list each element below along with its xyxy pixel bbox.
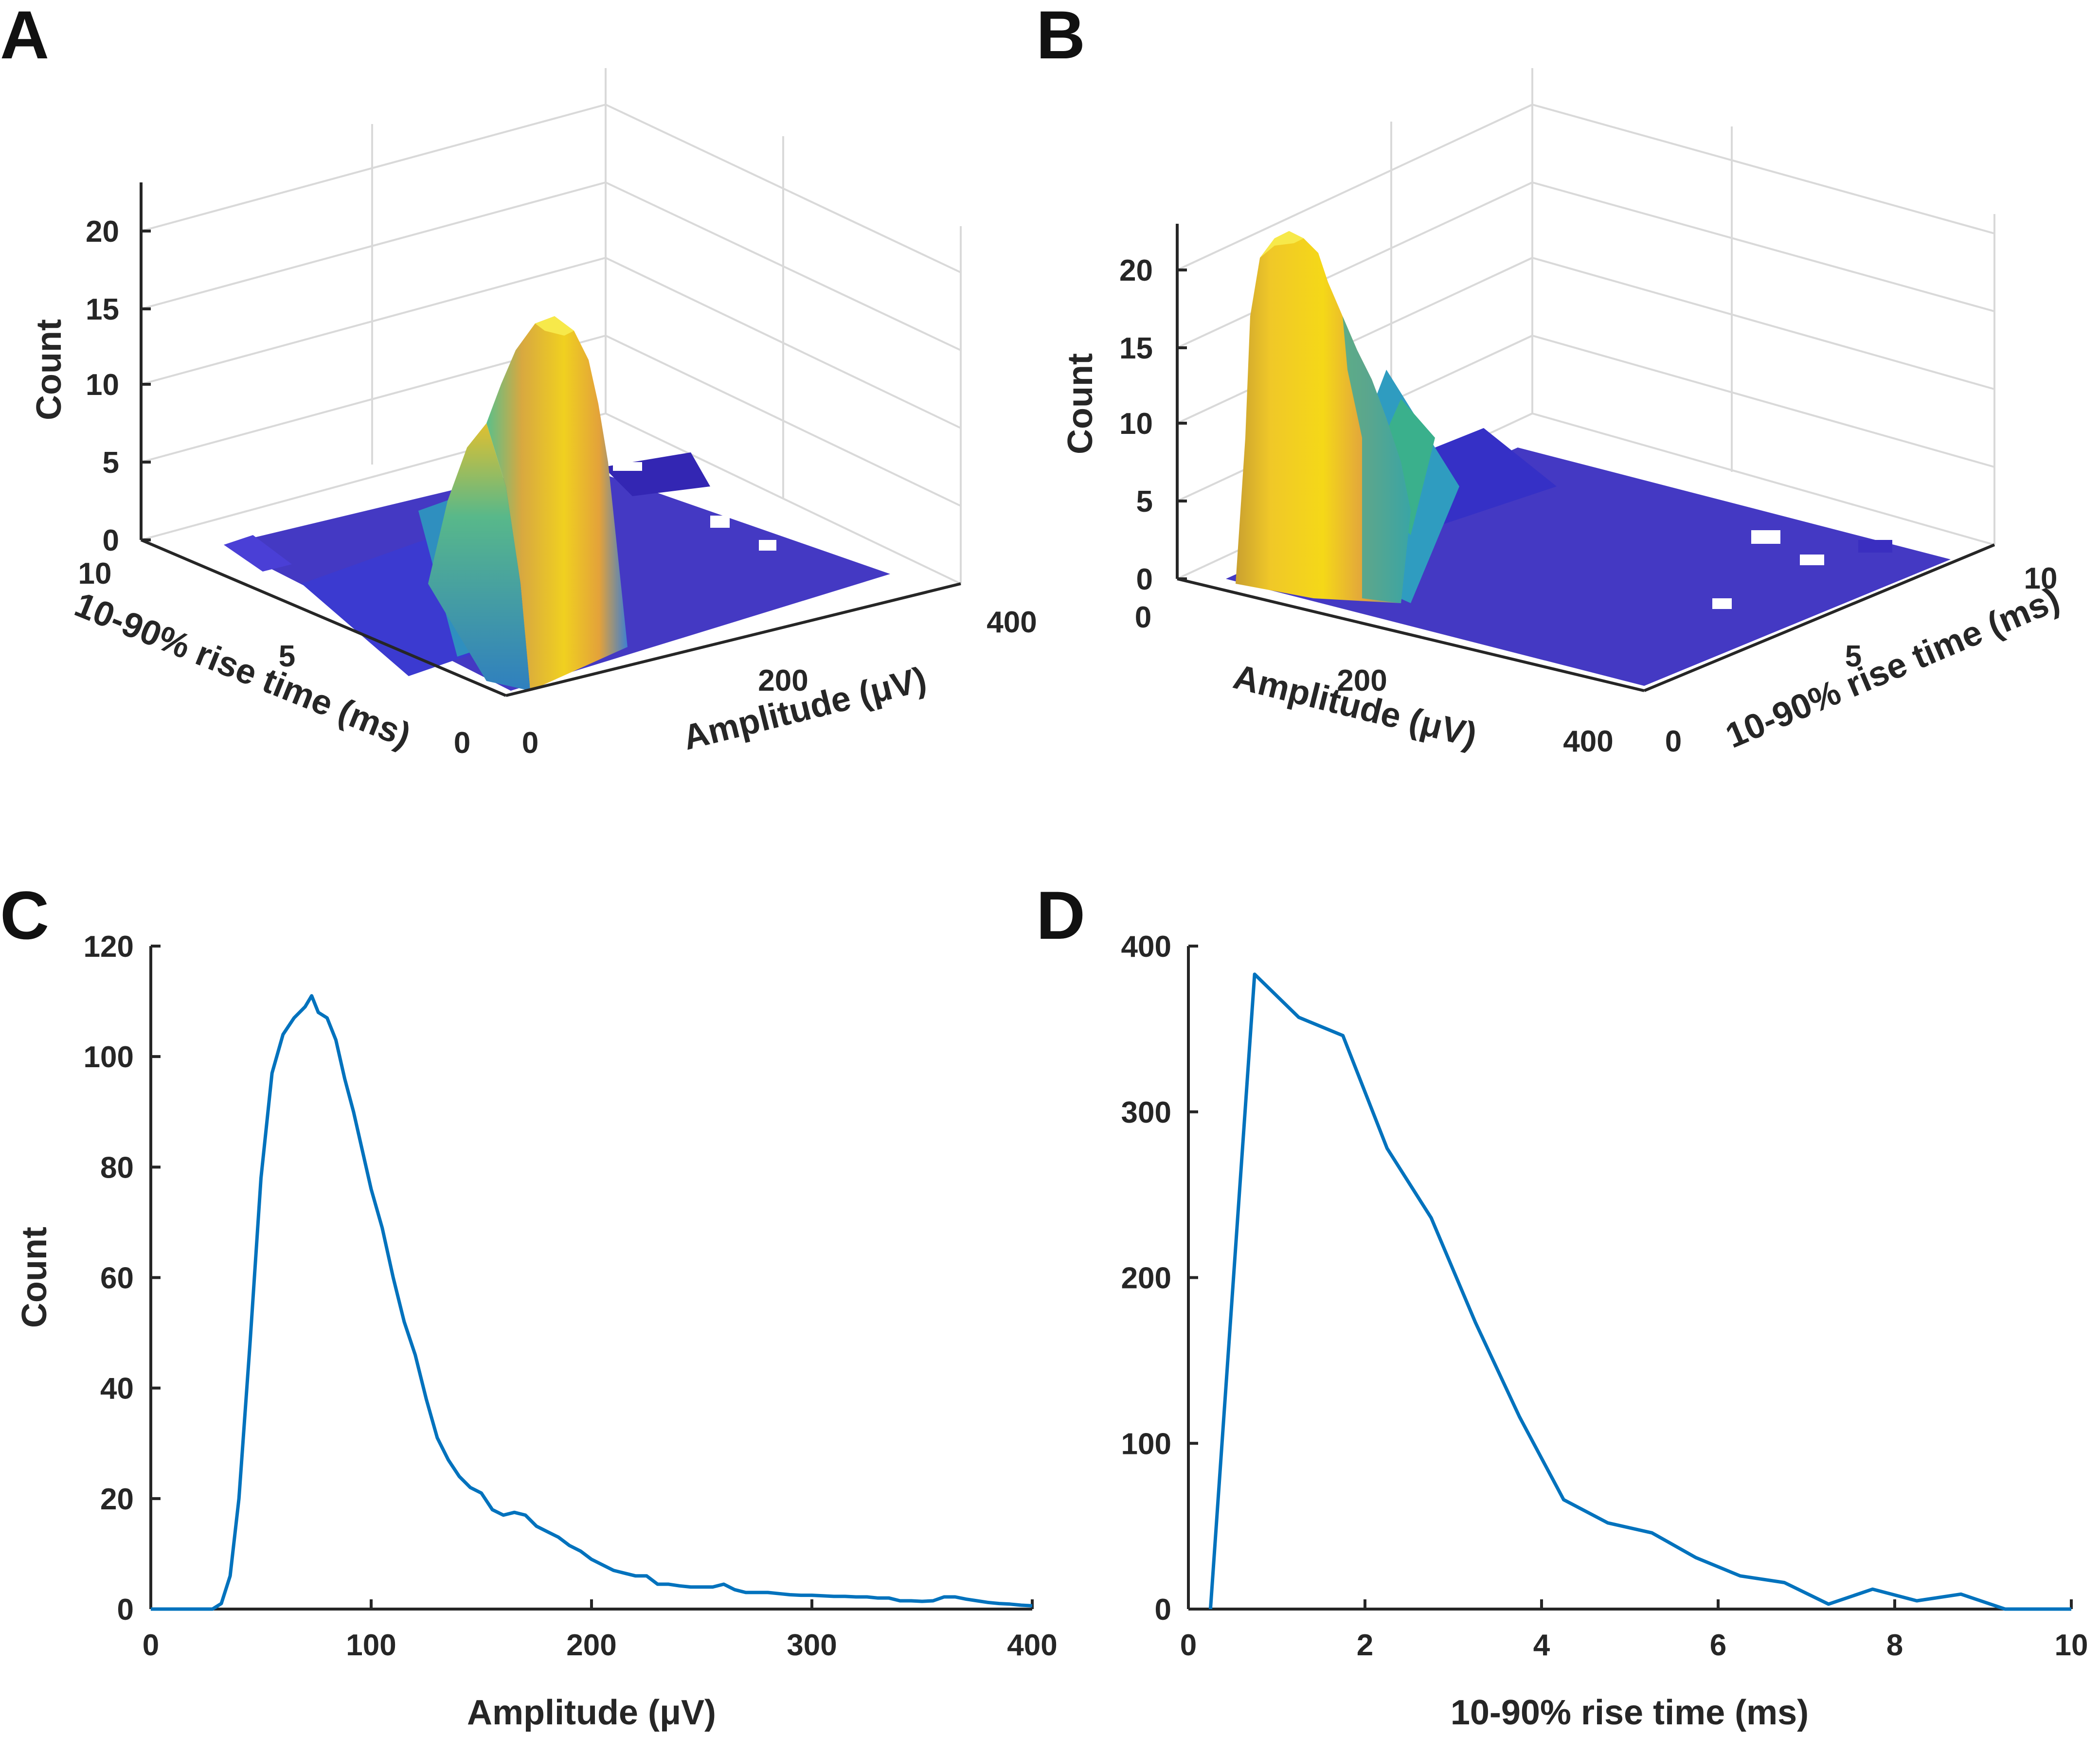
c-series-line (151, 994, 1033, 1611)
panel-c-line-chart: 0 100 200 300 400 0 20 40 60 80 100 120 Amplitude (… (15, 930, 1058, 1732)
d-ytick-label: 200 (1121, 1262, 1171, 1295)
b-ztick: 5 (1136, 485, 1153, 519)
panel-b-back-walls (1176, 68, 1995, 580)
c-ticks: 0 100 200 300 400 0 20 40 60 80 100 120 (84, 930, 1058, 1662)
panel-a-back-walls (140, 68, 962, 585)
b-xtick: 0 (1135, 601, 1151, 634)
a-ztick: 5 (103, 446, 119, 480)
c-ytick-label: 80 (100, 1151, 134, 1184)
panel-a-3d-chart: 0 5 10 15 20 0 5 10 0 200 400 Count 10-9… (30, 68, 1037, 760)
a-ztick: 0 (103, 524, 119, 557)
a-ytick: 10 (78, 557, 112, 591)
b-ytick: 5 (1845, 640, 1862, 673)
c-xlabel: Amplitude (μV) (467, 1693, 716, 1732)
panel-label-a: A (0, 0, 49, 73)
c-ytick-label: 40 (100, 1372, 134, 1406)
panel-label-b: B (1036, 0, 1085, 73)
c-xtick-label: 0 (143, 1629, 159, 1662)
c-ytick-label: 0 (117, 1593, 134, 1627)
c-ytick-label: 60 (100, 1262, 134, 1295)
d-xtick-label: 10 (2055, 1629, 2088, 1662)
panel-a-ticks: 0 5 10 15 20 0 5 10 0 200 400 (78, 215, 1037, 760)
panel-b-ticks: 0 5 10 15 20 0 200 400 0 5 10 (1119, 254, 2057, 758)
panel-b-peak (1236, 231, 1411, 603)
d-xtick-label: 6 (1710, 1629, 1726, 1662)
panel-a-peak (428, 316, 628, 691)
c-ytick-label: 120 (84, 930, 134, 964)
b-xtick: 200 (1337, 664, 1387, 698)
b-ztick: 15 (1119, 332, 1153, 365)
c-xtick-label: 300 (787, 1629, 837, 1662)
c-xtick-label: 400 (1007, 1629, 1057, 1662)
c-ytick-label: 20 (100, 1483, 134, 1516)
a-ztick: 10 (86, 368, 119, 402)
c-ylabel: Count (15, 1227, 54, 1328)
d-ytick-label: 300 (1121, 1096, 1171, 1129)
d-ytick-label: 0 (1155, 1593, 1171, 1627)
d-xtick-label: 8 (1886, 1629, 1903, 1662)
a-ytick: 0 (454, 726, 470, 760)
c-ytick-label: 100 (84, 1040, 134, 1074)
b-zlabel: Count (1061, 353, 1100, 454)
b-ztick: 0 (1136, 563, 1153, 596)
d-ytick-label: 400 (1121, 930, 1171, 964)
d-series-line (1208, 972, 2071, 1611)
panel-b-axes (1176, 224, 1995, 692)
a-xtick: 400 (987, 606, 1037, 639)
a-xtick: 0 (522, 726, 538, 760)
d-xlabel: 10-90% rise time (ms) (1451, 1693, 1809, 1732)
b-ztick: 20 (1119, 254, 1153, 287)
d-ytick-label: 100 (1121, 1427, 1171, 1461)
c-xtick-label: 200 (566, 1629, 616, 1662)
a-xtick: 200 (758, 664, 808, 698)
b-ytick: 0 (1665, 725, 1682, 758)
panel-b-3d-chart: 0 5 10 15 20 0 200 400 0 5 10 Count Ampl… (1061, 68, 2065, 758)
d-xtick-label: 2 (1357, 1629, 1373, 1662)
c-xtick-label: 100 (346, 1629, 396, 1662)
b-ytick: 10 (2024, 562, 2058, 595)
panel-label-d: D (1036, 877, 1085, 953)
a-ytick: 5 (279, 640, 295, 673)
b-xtick: 400 (1563, 725, 1613, 758)
d-xtick-label: 4 (1533, 1629, 1550, 1662)
b-ztick: 10 (1119, 407, 1153, 441)
a-ztick: 20 (86, 215, 119, 249)
panel-a-axes (140, 182, 961, 697)
a-zlabel: Count (30, 319, 69, 420)
a-ztick: 15 (86, 293, 119, 326)
panel-label-c: C (0, 877, 49, 953)
d-xtick-label: 0 (1180, 1629, 1197, 1662)
